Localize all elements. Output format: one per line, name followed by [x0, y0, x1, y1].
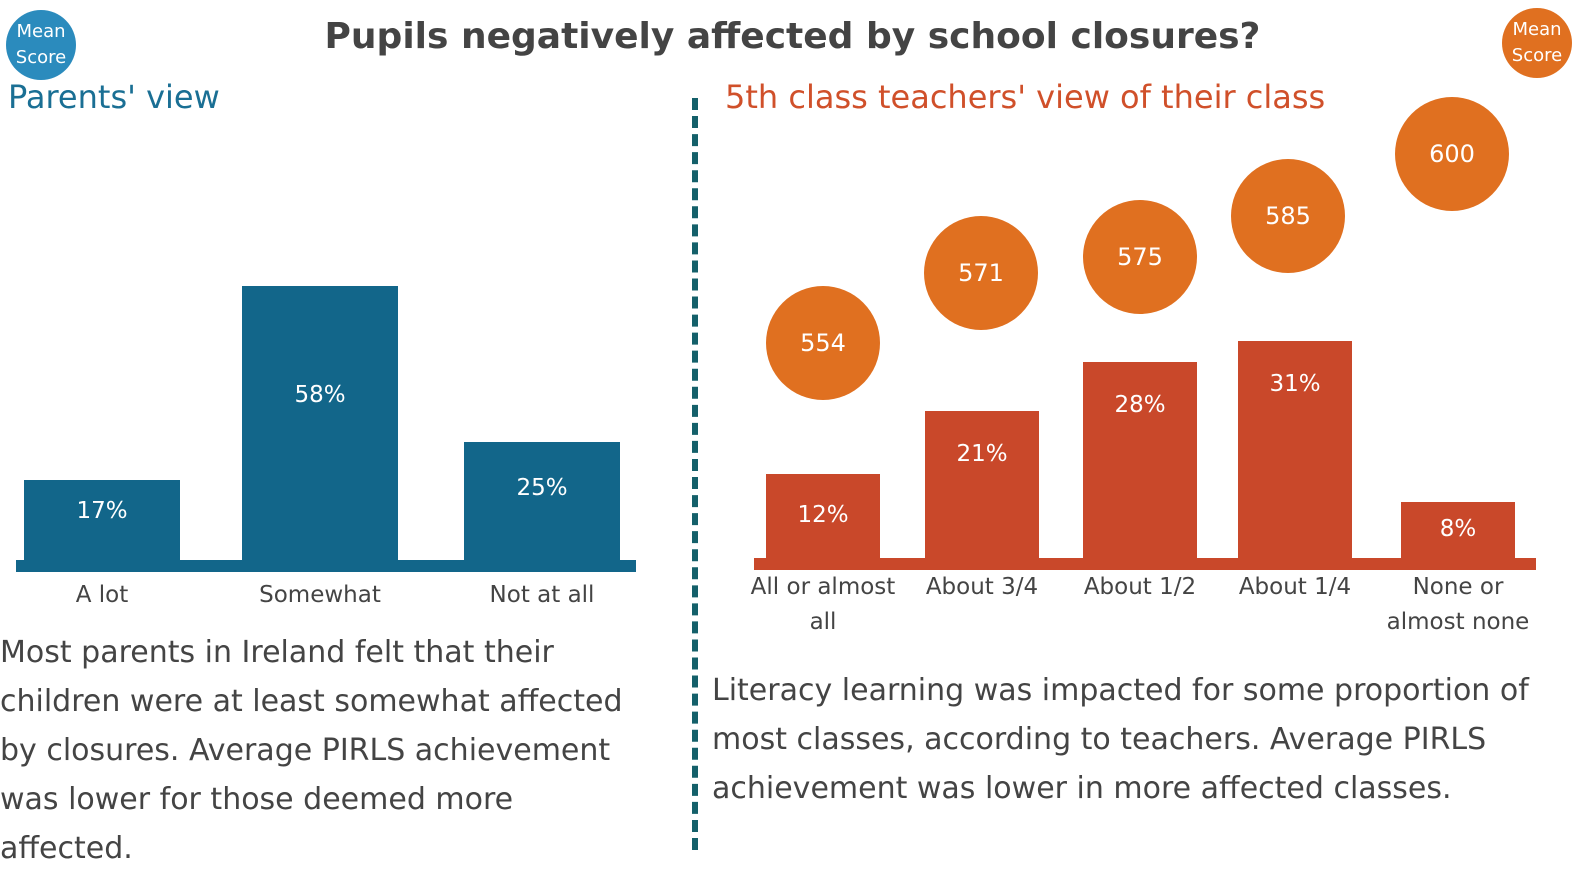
- data-label: 21%: [956, 441, 1008, 467]
- data-label: 17%: [76, 497, 128, 524]
- page-title: Pupils negatively affected by school clo…: [324, 16, 1261, 57]
- x-tick-label: A lot: [75, 582, 129, 608]
- bar: [766, 474, 880, 559]
- caption: Literacy learning was impacted for some …: [712, 673, 1529, 806]
- x-tick-label: About 3/4: [925, 574, 1039, 600]
- chart-title: Parents' view: [8, 78, 220, 116]
- bar: [242, 286, 398, 561]
- mean-score-bubble: 585: [1231, 158, 1345, 273]
- divider: [692, 98, 698, 850]
- data-label: 31%: [1269, 371, 1321, 397]
- x-tick-label: None or almost none: [1386, 574, 1530, 635]
- x-tick-label: About 1/4: [1238, 574, 1352, 600]
- mean-score-bubble: 575: [1083, 199, 1197, 314]
- x-tick-label: All or almost all: [750, 574, 896, 635]
- data-label: 28%: [1114, 392, 1166, 418]
- chart-title: 5th class teachers' view of their class: [725, 78, 1326, 116]
- axis-line: [754, 558, 1536, 570]
- data-label: 58%: [294, 381, 346, 408]
- bar: [1238, 341, 1352, 559]
- x-tick-label: About 1/2: [1083, 574, 1197, 600]
- bar: [1401, 502, 1515, 559]
- data-label: 8%: [1439, 516, 1477, 542]
- axis-line: [16, 560, 636, 572]
- caption: Most parents in Ireland felt that their …: [0, 635, 623, 866]
- bar: [925, 411, 1039, 559]
- mean-score-bubble: 554: [766, 286, 880, 400]
- data-label: 12%: [797, 502, 849, 528]
- legend-bubble: Mean Score: [6, 10, 76, 80]
- bar: [1083, 362, 1197, 559]
- x-tick-label: Somewhat: [259, 582, 381, 608]
- legend-bubble: Mean Score: [1502, 8, 1572, 78]
- data-label: 25%: [516, 475, 568, 502]
- bar: [24, 479, 180, 561]
- mean-score-bubble: 571: [924, 216, 1038, 331]
- bar: [464, 442, 620, 561]
- mean-score-bubble: 600: [1395, 97, 1509, 212]
- x-tick-label: Not at all: [489, 582, 595, 608]
